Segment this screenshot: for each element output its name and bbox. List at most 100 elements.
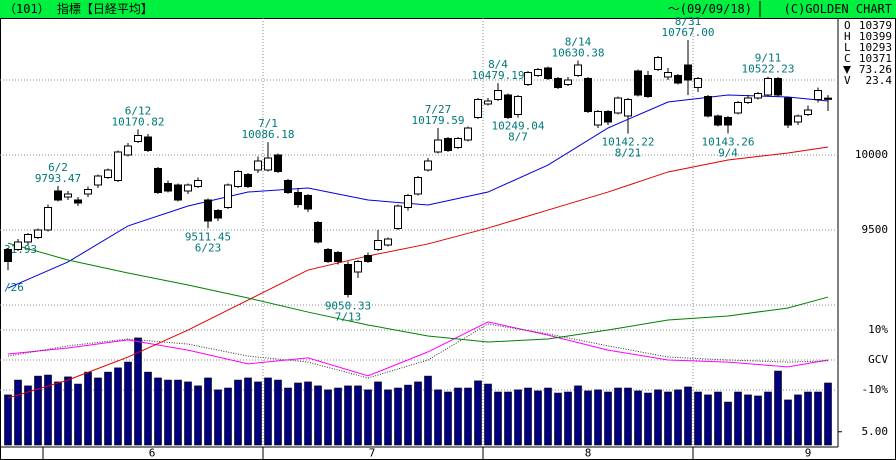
- annotation-price: 9050.33: [325, 299, 371, 312]
- volume-bar: [314, 385, 322, 446]
- candle-body: [594, 111, 602, 126]
- candle-body: [214, 210, 222, 219]
- candle-body: [224, 184, 232, 208]
- volume-bar: [564, 391, 572, 446]
- volume-bar: [774, 370, 782, 446]
- candle-body: [564, 79, 572, 85]
- volume-bar: [404, 384, 412, 446]
- candle-body: [44, 207, 52, 231]
- candle-body: [804, 109, 812, 115]
- down-arrow: [843, 66, 851, 74]
- info-value: 10293: [859, 41, 892, 54]
- candle-body: [94, 175, 102, 186]
- candle-body: [114, 151, 122, 181]
- annotation-price: 10249.04: [492, 120, 545, 133]
- volume-bar: [234, 379, 242, 446]
- info-value: 10379: [859, 19, 892, 32]
- y-tick-label: 5.00: [862, 425, 889, 438]
- volume-bar: [204, 377, 212, 446]
- candle-body: [514, 96, 522, 115]
- candle-body: [634, 70, 642, 96]
- annotation-price: 10086.18: [242, 128, 295, 141]
- candle-body: [644, 75, 652, 97]
- candle-body: [704, 96, 712, 117]
- volume-bar: [444, 391, 452, 446]
- volume-bar: [104, 371, 112, 446]
- volume-bar: [734, 391, 742, 446]
- line-series: [7, 321, 829, 377]
- candle-body: [284, 180, 292, 193]
- candle-body: [174, 184, 182, 201]
- volume-bar: [654, 389, 662, 446]
- annotation-date: 6/2: [48, 161, 68, 174]
- candle-body: [164, 183, 172, 192]
- volume-bar: [594, 389, 602, 446]
- volume-bar: [264, 377, 272, 446]
- volume-bar: [254, 381, 262, 446]
- candle-body: [24, 234, 32, 243]
- volume-bar: [664, 391, 672, 446]
- volume-bar: [694, 391, 702, 446]
- volume-bar: [634, 390, 642, 446]
- candle-body: [484, 100, 492, 105]
- volume-bar: [684, 386, 692, 446]
- candle-body: [134, 135, 142, 142]
- volume-bar: [44, 374, 52, 446]
- volume-bar: [544, 387, 552, 446]
- volume-bar: [624, 387, 632, 446]
- candle-body: [244, 174, 252, 187]
- info-box: O 10379 H 10399 L 10293 C 10371 73.26 V …: [843, 19, 892, 87]
- candle-body: [654, 57, 662, 70]
- annotation-date: 6/23: [195, 241, 222, 254]
- candle-body: [4, 249, 12, 262]
- header-title: （101） 指標【日経平均】: [4, 1, 153, 16]
- annotation-price: 10479.19: [472, 69, 525, 82]
- volume-bar: [794, 394, 802, 446]
- volume-bar: [554, 392, 562, 446]
- candle-body: [664, 72, 672, 78]
- volume-bar: [334, 387, 342, 446]
- info-label: L: [844, 41, 851, 54]
- info-value: 10371: [859, 52, 892, 65]
- volume-bar: [184, 381, 192, 446]
- candle-body: [784, 97, 792, 126]
- volume-bar: [454, 387, 462, 446]
- candle-body: [434, 139, 442, 153]
- candle-body: [74, 199, 82, 204]
- volume-bar: [54, 381, 62, 446]
- candle-body: [404, 195, 412, 208]
- annotation-date: 7/27: [425, 103, 452, 116]
- volume-bar: [124, 361, 132, 446]
- volume-bar: [394, 387, 402, 446]
- candle-body: [374, 240, 382, 250]
- header-copyright: (C)GOLDEN CHART: [784, 2, 892, 16]
- annotation-price: 10522.23: [742, 63, 795, 76]
- candle-body: [364, 255, 372, 262]
- volume-bar: [704, 394, 712, 446]
- x-tick-label: 7: [369, 447, 376, 460]
- candle-body: [544, 67, 552, 79]
- volume-bar: [14, 379, 22, 446]
- candle-body: [414, 177, 422, 195]
- candle-body: [814, 90, 822, 100]
- volume-bar: [504, 391, 512, 446]
- candle-body: [524, 72, 532, 85]
- volume-bar: [644, 392, 652, 446]
- volume-bar: [514, 389, 522, 446]
- info-value: 73.26: [859, 63, 892, 76]
- annotation-date: 8/7: [508, 131, 528, 144]
- x-tick-label: 6: [149, 447, 156, 460]
- volume-bar: [194, 385, 202, 446]
- candle-body: [264, 157, 272, 171]
- candle-body: [424, 160, 432, 171]
- candle-body: [824, 97, 832, 100]
- info-label: C: [844, 52, 851, 65]
- annotation-date: 7/1: [258, 117, 278, 130]
- y-tick-label: GCV: [868, 353, 888, 366]
- y-tick-label: 9500: [862, 223, 889, 236]
- volume-bar: [744, 394, 752, 446]
- volume-bar: [164, 379, 172, 446]
- candle-body: [294, 192, 302, 205]
- candle-body: [54, 190, 62, 201]
